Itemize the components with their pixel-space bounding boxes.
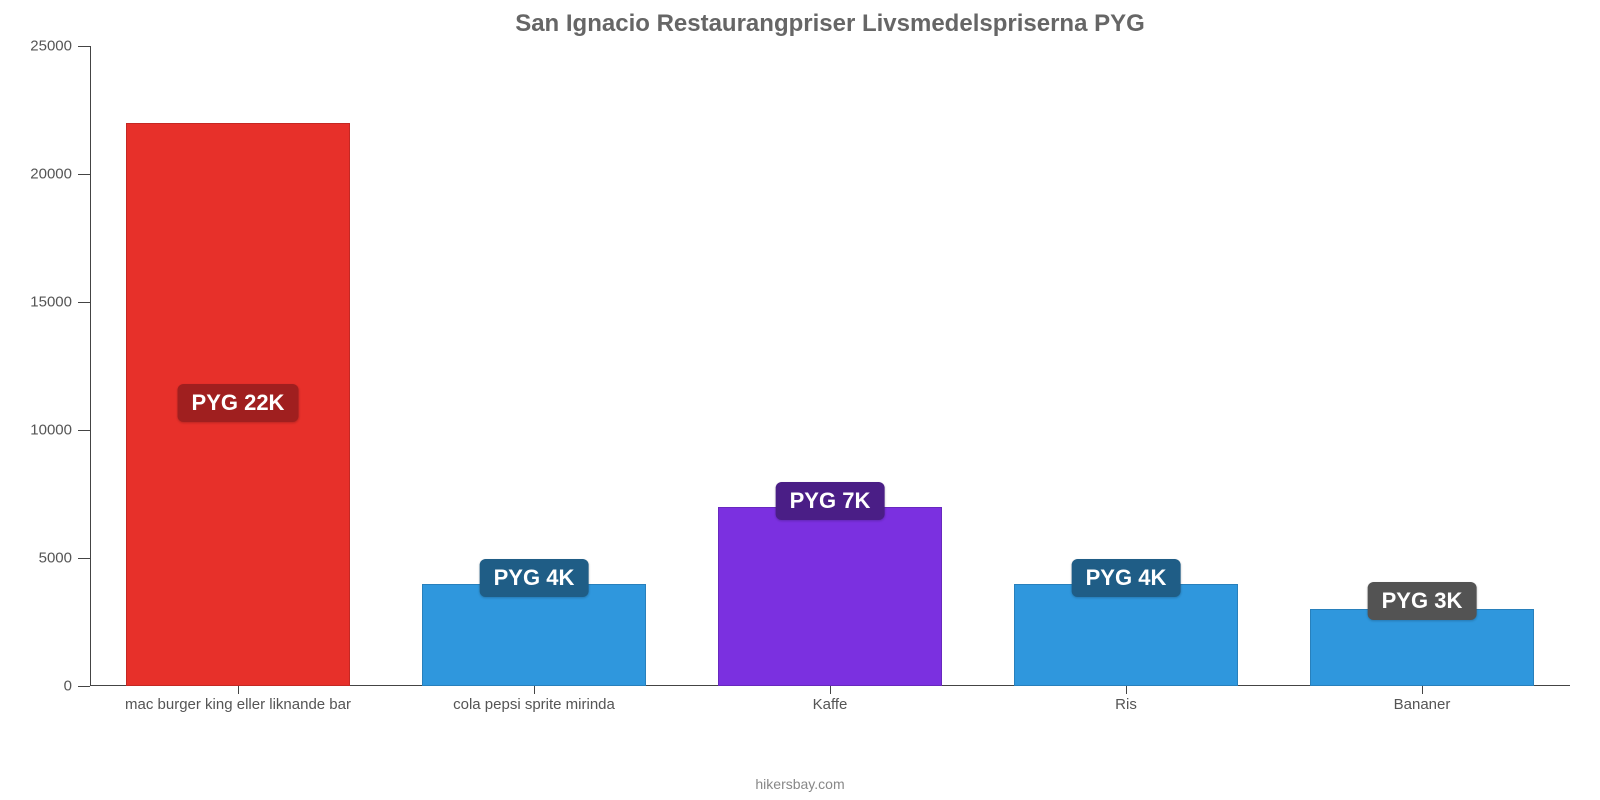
category-label: Bananer — [1394, 696, 1451, 713]
value-badge: PYG 4K — [480, 559, 589, 597]
x-tick — [830, 686, 831, 694]
y-tick — [78, 558, 90, 559]
bar-slot: PYG 4Kcola pepsi sprite mirinda — [386, 46, 682, 686]
y-tick — [78, 46, 90, 47]
bar: PYG 3K — [1310, 609, 1535, 686]
bar: PYG 4K — [422, 584, 647, 686]
bar-slot: PYG 3KBananer — [1274, 46, 1570, 686]
chart-title: San Ignacio Restaurangpriser Livsmedelsp… — [90, 10, 1570, 38]
y-tick — [78, 302, 90, 303]
bar-slot: PYG 4KRis — [978, 46, 1274, 686]
y-tick-label: 15000 — [30, 294, 72, 311]
bars-row: PYG 22Kmac burger king eller liknande ba… — [90, 46, 1570, 686]
bar-slot: PYG 7KKaffe — [682, 46, 978, 686]
x-tick — [238, 686, 239, 694]
x-tick — [534, 686, 535, 694]
x-tick — [1422, 686, 1423, 694]
value-badge: PYG 22K — [178, 384, 299, 422]
bar: PYG 22K — [126, 123, 351, 686]
y-tick-label: 25000 — [30, 38, 72, 55]
y-tick-label: 10000 — [30, 422, 72, 439]
chart-container: San Ignacio Restaurangpriser Livsmedelsp… — [0, 0, 1600, 800]
attribution-text: hikersbay.com — [0, 776, 1600, 792]
category-label: cola pepsi sprite mirinda — [453, 696, 615, 713]
y-tick-label: 0 — [64, 678, 72, 695]
y-tick — [78, 686, 90, 687]
value-badge: PYG 7K — [776, 482, 885, 520]
bar: PYG 4K — [1014, 584, 1239, 686]
value-badge: PYG 4K — [1072, 559, 1181, 597]
bar-slot: PYG 22Kmac burger king eller liknande ba… — [90, 46, 386, 686]
bar: PYG 7K — [718, 507, 943, 686]
x-tick — [1126, 686, 1127, 694]
y-tick — [78, 174, 90, 175]
category-label: mac burger king eller liknande bar — [125, 696, 351, 713]
category-label: Ris — [1115, 696, 1137, 713]
y-tick — [78, 430, 90, 431]
y-tick-label: 20000 — [30, 166, 72, 183]
category-label: Kaffe — [813, 696, 848, 713]
plot-area: PYG 22Kmac burger king eller liknande ba… — [90, 46, 1570, 686]
y-tick-label: 5000 — [39, 550, 72, 567]
value-badge: PYG 3K — [1368, 582, 1477, 620]
